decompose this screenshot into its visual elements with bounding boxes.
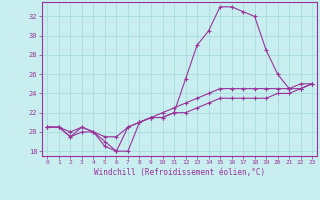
X-axis label: Windchill (Refroidissement éolien,°C): Windchill (Refroidissement éolien,°C) [94,168,265,177]
